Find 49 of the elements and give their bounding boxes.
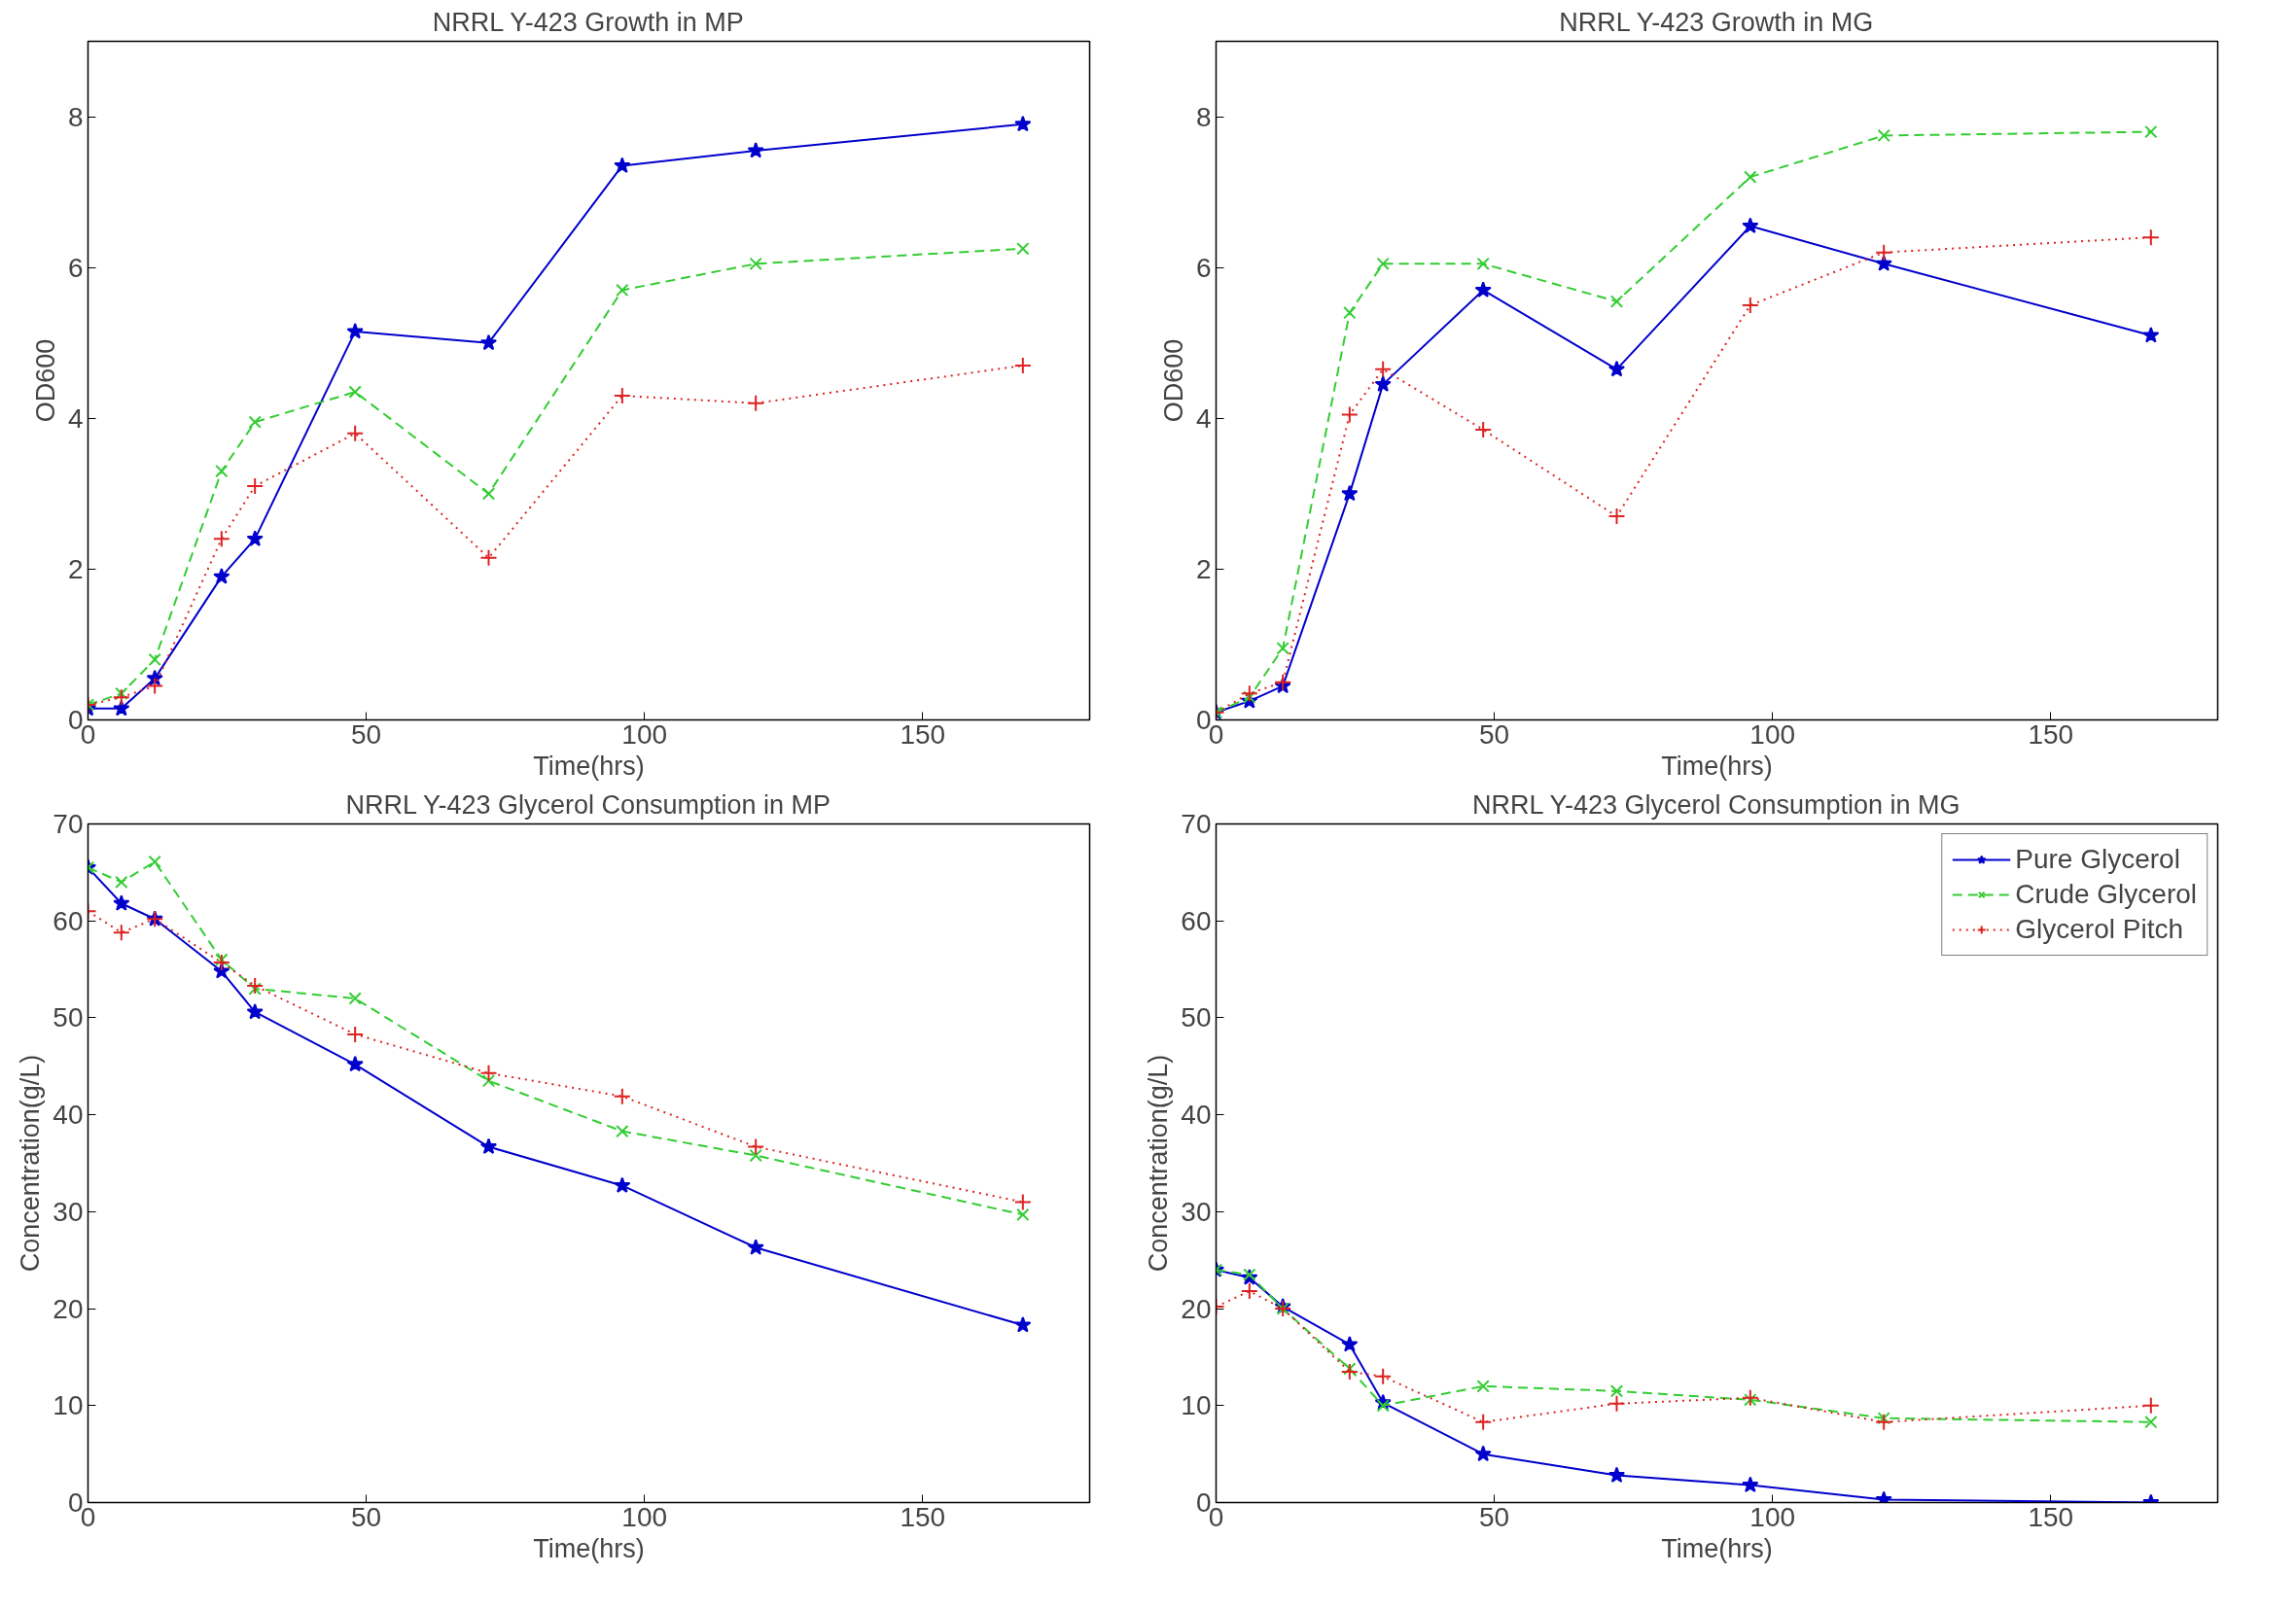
y-tick-label: 20	[1181, 1293, 1212, 1324]
y-tick-label: 2	[67, 553, 84, 584]
y-tick-label: 70	[53, 809, 84, 839]
y-tick-label: 10	[1181, 1390, 1212, 1421]
y-tick-label: 20	[53, 1293, 84, 1324]
x-axis-title: Time(hrs)	[533, 1533, 645, 1563]
x-tick-label: 100	[1749, 718, 1796, 750]
y-tick-label: 70	[1181, 809, 1212, 839]
y-tick-label: 10	[53, 1390, 84, 1421]
y-tick-label: 50	[1181, 1002, 1212, 1033]
x-tick-label: 150	[2028, 718, 2074, 750]
y-tick-label: 40	[53, 1100, 84, 1131]
y-axis-title: OD600	[30, 338, 60, 423]
legend-label: Crude Glycerol	[2015, 879, 2197, 910]
x-tick-label: 50	[351, 1501, 382, 1532]
y-tick-label: 50	[53, 1002, 84, 1033]
y-tick-label: 30	[1181, 1196, 1212, 1227]
x-tick-label: 150	[900, 718, 946, 750]
chart-title: NRRL Y-423 Growth in MP	[432, 7, 744, 37]
x-tick-label: 100	[621, 1501, 668, 1532]
x-tick-label: 100	[1749, 1501, 1796, 1532]
chart-title: NRRL Y-423 Glycerol Consumption in MP	[345, 789, 831, 820]
y-tick-label: 30	[53, 1196, 84, 1227]
x-tick-label: 100	[621, 718, 668, 750]
y-tick-label: 4	[1195, 402, 1212, 434]
y-tick-label: 60	[1181, 905, 1212, 936]
y-axis-title: Concentration(g/L)	[16, 1054, 46, 1273]
x-axis-title: Time(hrs)	[533, 751, 645, 781]
chart-title: NRRL Y-423 Growth in MG	[1559, 7, 1874, 37]
x-tick-label: 150	[2028, 1501, 2074, 1532]
y-tick-label: 6	[1195, 252, 1212, 283]
y-tick-label: 40	[1181, 1100, 1212, 1131]
y-tick-label: 8	[1195, 101, 1212, 132]
x-axis-title: Time(hrs)	[1661, 1533, 1773, 1563]
y-tick-label: 4	[67, 402, 84, 434]
x-tick-label: 50	[1479, 718, 1510, 750]
y-tick-label: 8	[67, 101, 84, 132]
legend-label: Glycerol Pitch	[2015, 914, 2183, 945]
y-tick-label: 60	[53, 905, 84, 936]
x-tick-label: 50	[1479, 1501, 1510, 1532]
y-tick-label: 2	[1195, 553, 1212, 584]
y-axis-title: Concentration(g/L)	[1144, 1054, 1174, 1273]
legend-label: Pure Glycerol	[2015, 844, 2180, 875]
y-axis-title: OD600	[1158, 338, 1188, 423]
x-tick-label: 150	[900, 1501, 946, 1532]
chart-title: NRRL Y-423 Glycerol Consumption in MG	[1471, 789, 1960, 820]
y-tick-label: 6	[67, 252, 84, 283]
x-tick-label: 50	[351, 718, 382, 750]
x-axis-title: Time(hrs)	[1661, 751, 1773, 781]
